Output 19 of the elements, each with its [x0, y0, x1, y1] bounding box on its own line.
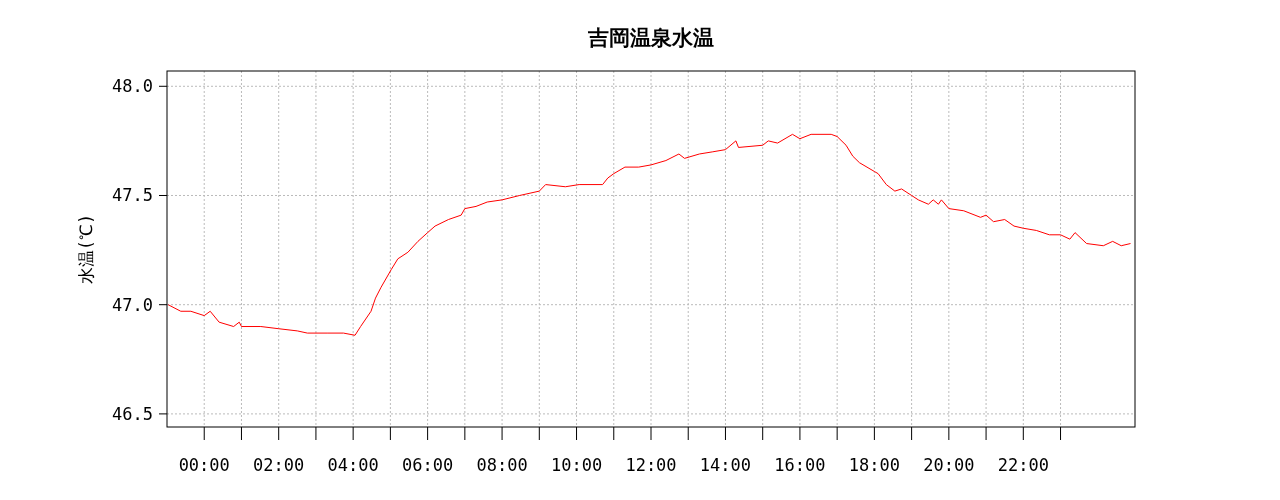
x-tick-label: 10:00 — [550, 455, 603, 475]
x-tick-label: 06:00 — [402, 455, 454, 475]
x-tick-label: 16:00 — [774, 455, 826, 475]
line-series — [167, 133, 1132, 336]
x-tick-label: 02:00 — [253, 455, 305, 475]
x-tick-label: 14:00 — [699, 455, 752, 475]
y-tick-label: 47.0 — [112, 294, 153, 315]
x-tick-label: 12:00 — [625, 455, 677, 475]
y-axis-title: 水温(℃) — [76, 213, 96, 285]
y-tick-label: 46.5 — [112, 403, 153, 424]
x-tick-label: 04:00 — [327, 455, 379, 475]
y-tick-label: 48.0 — [112, 76, 153, 97]
x-tick-label: 18:00 — [848, 455, 900, 475]
x-tick-label: 08:00 — [476, 455, 528, 475]
x-tick-label: 00:00 — [178, 455, 230, 475]
x-tick-label: 22:00 — [997, 455, 1049, 475]
y-tick-label: 47.5 — [112, 185, 153, 206]
x-tick-label: 20:00 — [923, 455, 975, 475]
chart-title: 吉岡温泉水温 — [587, 26, 714, 50]
